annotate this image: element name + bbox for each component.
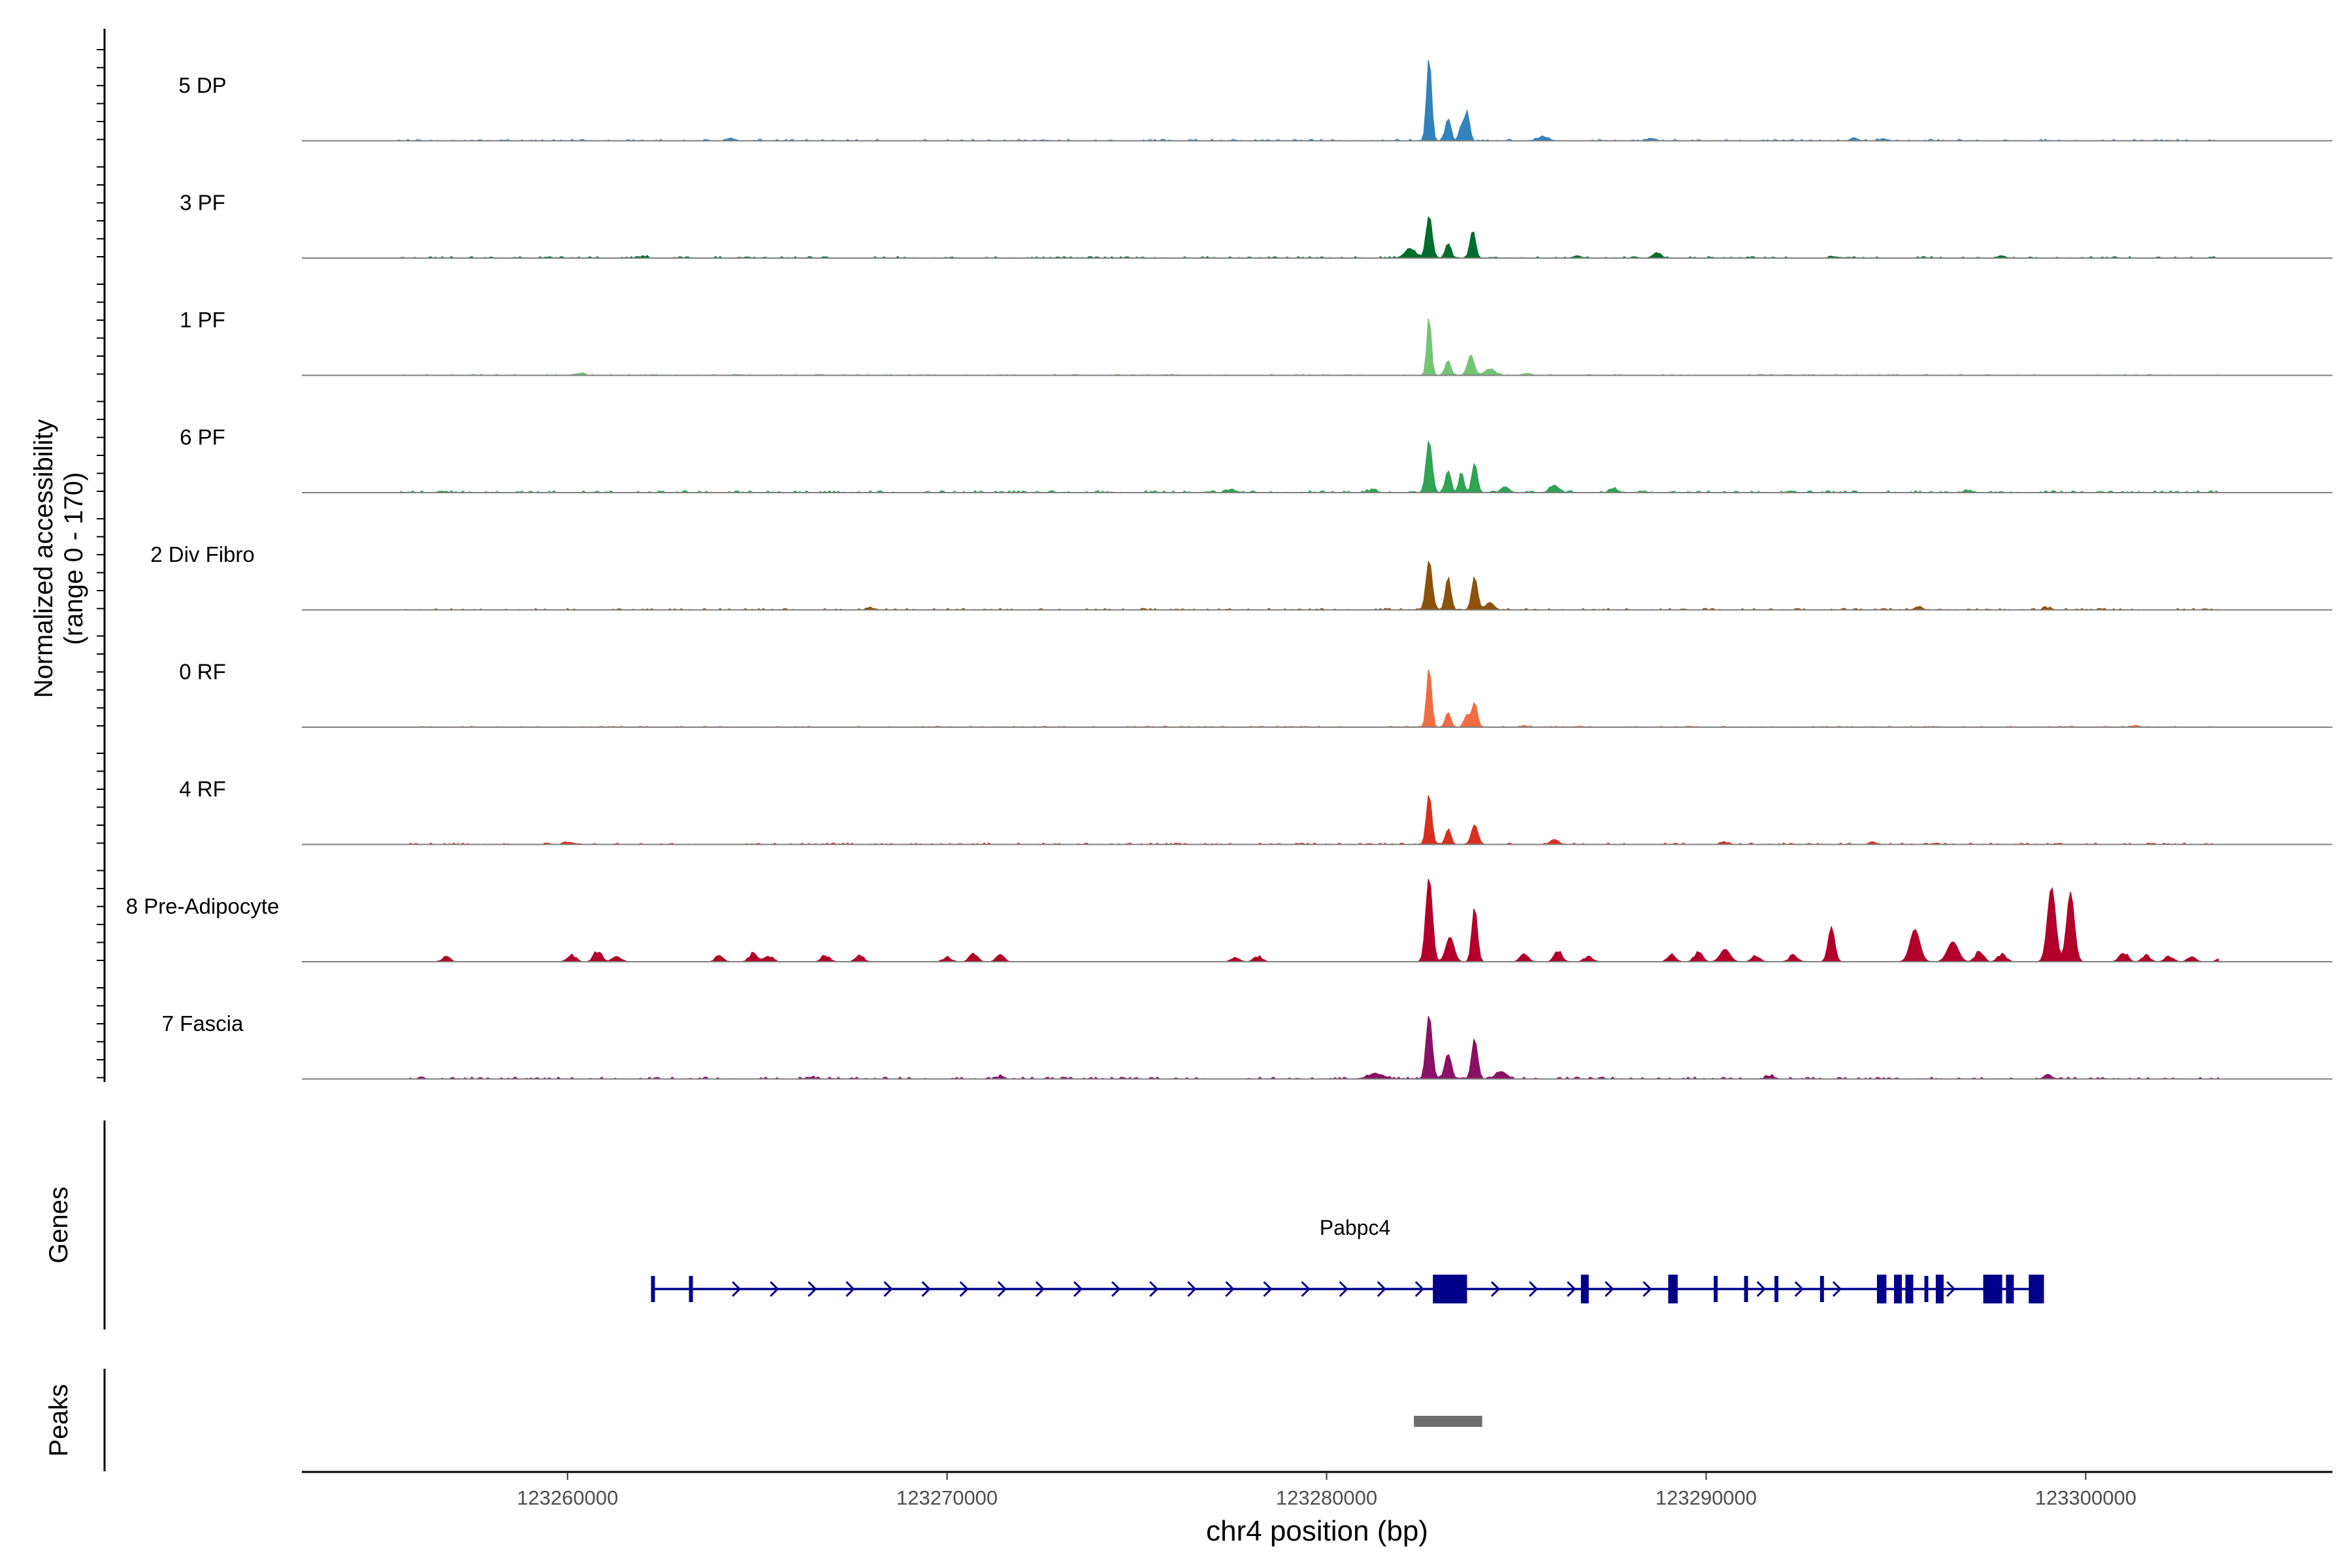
exon	[1983, 1275, 2002, 1303]
coverage-area	[397, 318, 2219, 376]
strand-arrow	[808, 1281, 817, 1298]
genes-panel: Genes Pabpc4	[44, 1120, 2044, 1330]
track-label: 2 Div Fibro	[150, 542, 255, 566]
strand-arrow	[1529, 1281, 1539, 1298]
strand-arrow	[1149, 1281, 1159, 1298]
exon	[1668, 1275, 1678, 1303]
accessibility-y-axis	[97, 29, 106, 1082]
x-tick-label: 123260000	[517, 1486, 618, 1509]
exon	[1894, 1275, 1903, 1303]
strand-arrow	[921, 1281, 931, 1298]
exon	[1433, 1275, 1467, 1303]
gene-name-label: Pabpc4	[1320, 1216, 1391, 1239]
strand-arrow	[997, 1281, 1007, 1298]
strand-arrow	[770, 1281, 779, 1298]
track-label: 3 PF	[180, 191, 225, 215]
exon	[1774, 1276, 1779, 1302]
strand-arrow	[1642, 1281, 1652, 1298]
track: 0 RF	[179, 660, 2332, 728]
strand-arrow	[959, 1281, 969, 1298]
strand-arrow	[1414, 1281, 1424, 1298]
strand-arrow	[1567, 1281, 1576, 1298]
track-label: 8 Pre-Adipocyte	[126, 894, 280, 919]
strand-arrow	[732, 1281, 742, 1298]
strand-arrow	[1225, 1281, 1235, 1298]
y-axis-label: Normalized accessibility	[29, 419, 58, 698]
strand-arrow	[883, 1281, 893, 1298]
exon	[689, 1276, 693, 1302]
track: 3 PF	[180, 191, 2332, 259]
strand-arrow	[1263, 1281, 1273, 1298]
strand-arrow	[845, 1281, 855, 1298]
track-label: 0 RF	[179, 660, 226, 684]
gene-model	[651, 1275, 2044, 1303]
track-label: 6 PF	[180, 425, 225, 449]
x-tick-label: 123270000	[896, 1486, 998, 1509]
exon	[1580, 1275, 1589, 1303]
coverage-area	[397, 879, 2219, 962]
exon	[2006, 1275, 2014, 1303]
strand-arrow	[1111, 1281, 1121, 1298]
x-tick-label: 123300000	[2035, 1486, 2136, 1509]
exon	[1744, 1276, 1748, 1302]
track: 8 Pre-Adipocyte	[126, 879, 2332, 962]
coverage-area	[397, 1016, 2219, 1080]
peaks-panel-label: Peaks	[44, 1384, 73, 1456]
track-label: 5 DP	[178, 73, 226, 97]
strand-arrow	[1794, 1281, 1804, 1298]
strand-arrow	[1187, 1281, 1197, 1298]
exon	[1905, 1275, 1914, 1303]
exon	[651, 1276, 655, 1302]
coverage-tracks: 5 DP 3 PF 1 PF 6 PF 2 Div Fibro 0 RF 4 RF 8 Pre…	[126, 59, 2332, 1080]
coverage-area	[397, 216, 2219, 259]
exon	[1820, 1276, 1824, 1302]
strand-arrow	[1339, 1281, 1348, 1298]
coverage-area	[397, 440, 2220, 493]
exon	[1935, 1275, 1944, 1303]
exon	[1714, 1276, 1718, 1302]
peak-region	[1414, 1416, 1482, 1427]
exon	[1924, 1276, 1929, 1302]
coverage-area	[397, 560, 2219, 611]
genes-panel-label: Genes	[44, 1186, 73, 1264]
coverage-area	[396, 59, 2219, 142]
track-label: 1 PF	[180, 308, 225, 332]
track: 5 DP	[178, 59, 2332, 142]
peak-regions	[1414, 1416, 1482, 1427]
strand-arrow	[1073, 1281, 1083, 1298]
strand-arrow	[1490, 1281, 1501, 1298]
exon	[1876, 1275, 1887, 1303]
x-axis: 123260000 123270000 123280000 123290000 1233…	[302, 1471, 2332, 1509]
strand-arrow	[1832, 1281, 1842, 1298]
exon	[2029, 1275, 2044, 1303]
coverage-area	[397, 670, 2219, 728]
track: 2 Div Fibro	[150, 542, 2332, 611]
strand-arrow	[1946, 1281, 1956, 1298]
strand-arrow	[1377, 1281, 1386, 1298]
x-axis-label: chr4 position (bp)	[1206, 1515, 1428, 1547]
track-label: 4 RF	[179, 777, 226, 801]
y-axis-range-label: (range 0 - 170)	[59, 472, 88, 645]
peaks-panel: Peaks	[44, 1369, 1482, 1471]
track: 4 RF	[179, 777, 2332, 845]
strand-arrow	[1756, 1281, 1766, 1298]
strand-arrow	[1035, 1281, 1045, 1298]
x-tick-label: 123290000	[1656, 1486, 1757, 1509]
strand-arrow	[1301, 1281, 1311, 1298]
track: 7 Fascia	[162, 1011, 2332, 1080]
strand-arrow	[1605, 1281, 1614, 1298]
track: 6 PF	[180, 425, 2332, 493]
track: 1 PF	[180, 308, 2332, 376]
coverage-area	[397, 795, 2219, 845]
track-label: 7 Fascia	[162, 1011, 244, 1036]
x-tick-label: 123280000	[1276, 1486, 1377, 1509]
